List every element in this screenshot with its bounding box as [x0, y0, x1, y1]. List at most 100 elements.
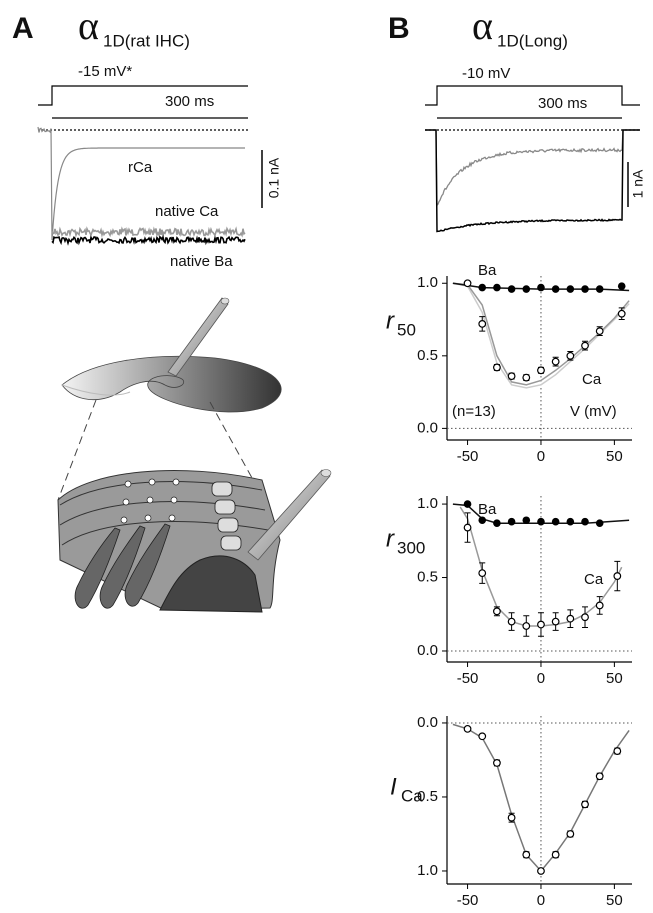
x-tick-label: -50	[457, 448, 479, 465]
y-tick-label: 1.0	[417, 274, 438, 291]
data-point	[537, 518, 545, 526]
scale-label: 0.1 nA	[266, 157, 282, 198]
data-point	[478, 516, 486, 524]
data-point	[494, 608, 501, 615]
data-point	[508, 618, 515, 625]
x-tick-label: 0	[537, 448, 545, 465]
data-point	[582, 342, 589, 349]
trace	[425, 130, 640, 205]
stimulus	[425, 86, 640, 207]
data-point	[523, 374, 530, 381]
data-point	[464, 500, 472, 508]
figure: A α 1D(rat IHC) -15 mV* 300 ms 0.1 nA rC…	[0, 0, 653, 913]
x-tick-label: 0	[537, 892, 545, 909]
x-tick-label: -50	[457, 670, 479, 687]
data-point	[582, 801, 589, 808]
duration-label: 300 ms	[165, 93, 214, 110]
y-axis-label-sub: 300	[397, 538, 425, 557]
current-traces	[38, 127, 640, 243]
data-point	[581, 285, 589, 293]
x-tick-label: 50	[606, 448, 623, 465]
trace	[52, 237, 245, 243]
data-point	[538, 621, 545, 628]
panel-symbol: α	[78, 3, 99, 48]
panel-symbol: α	[472, 3, 493, 48]
data-point	[523, 851, 530, 858]
panel-subscript: 1D(rat IHC)	[103, 31, 190, 50]
annotation: Ba	[478, 262, 497, 279]
data-point	[508, 373, 515, 380]
y-tick-label: 0.0	[417, 714, 438, 731]
trace-label: native Ba	[170, 253, 233, 270]
data-point	[614, 573, 621, 580]
data-point	[581, 518, 589, 526]
data-point	[567, 285, 575, 293]
y-axis-label-sub: 50	[397, 320, 416, 339]
page: A α 1D(rat IHC) -15 mV* 300 ms 0.1 nA rC…	[0, 0, 653, 913]
data-point	[552, 618, 559, 625]
duration-label: 300 ms	[538, 95, 587, 112]
y-tick-label: 0.5	[417, 568, 438, 585]
x-tick-label: -50	[457, 892, 479, 909]
trace	[425, 130, 640, 232]
x-tick-label: 50	[606, 892, 623, 909]
annotation: Ba	[478, 501, 497, 518]
y-tick-label: 0.0	[417, 419, 438, 436]
data-point	[464, 524, 471, 531]
panel-subscript: 1D(Long)	[497, 31, 568, 50]
annotation: V (mV)	[570, 403, 617, 420]
data-point	[479, 733, 486, 740]
data-point	[508, 518, 516, 526]
data-point	[508, 285, 516, 293]
data-point	[522, 285, 530, 293]
y-tick-label: 1.0	[417, 495, 438, 512]
data-point	[508, 814, 515, 821]
data-point	[464, 280, 471, 287]
data-point	[552, 285, 560, 293]
x-tick-label: 50	[606, 670, 623, 687]
data-point	[552, 358, 559, 365]
annotation: (n=13)	[452, 403, 496, 420]
data-point	[614, 748, 621, 755]
data-point	[478, 284, 486, 292]
trace-label: rCa	[128, 159, 153, 176]
data-point	[537, 284, 545, 292]
data-point	[494, 364, 501, 371]
data-point	[493, 519, 501, 527]
y-tick-label: 1.0	[417, 862, 438, 879]
data-point	[523, 623, 530, 630]
panel-letter: B	[388, 12, 410, 45]
annotation: Ca	[582, 371, 602, 388]
data-point	[538, 868, 545, 875]
data-point	[479, 570, 486, 577]
trace	[52, 229, 245, 236]
data-point	[596, 773, 603, 780]
data-point	[538, 367, 545, 374]
data-point	[522, 516, 530, 524]
panel-letter: A	[12, 12, 34, 45]
data-point	[493, 284, 501, 292]
y-tick-label: 0.0	[417, 642, 438, 659]
y-axis-label: r	[386, 525, 395, 552]
data-point	[567, 831, 574, 838]
data-point	[464, 726, 471, 733]
data-point	[567, 518, 575, 526]
x-tick-label: 0	[537, 670, 545, 687]
data-point	[596, 285, 604, 293]
trace-label: native Ca	[155, 203, 219, 220]
data-point	[582, 614, 589, 621]
data-point	[552, 851, 559, 858]
data-point	[567, 353, 574, 360]
data-point	[479, 321, 486, 328]
annotation: Ca	[584, 571, 604, 588]
y-tick-label: 0.5	[417, 347, 438, 364]
step-label: -10 mV	[462, 65, 510, 82]
data-point	[618, 282, 626, 290]
y-axis-label: r	[386, 307, 395, 334]
data-point	[567, 615, 574, 622]
data-point	[596, 519, 604, 527]
data-point	[494, 760, 501, 767]
stimulus	[38, 86, 262, 208]
data-point	[596, 602, 603, 609]
y-axis-label-sub: Ca	[401, 786, 423, 805]
